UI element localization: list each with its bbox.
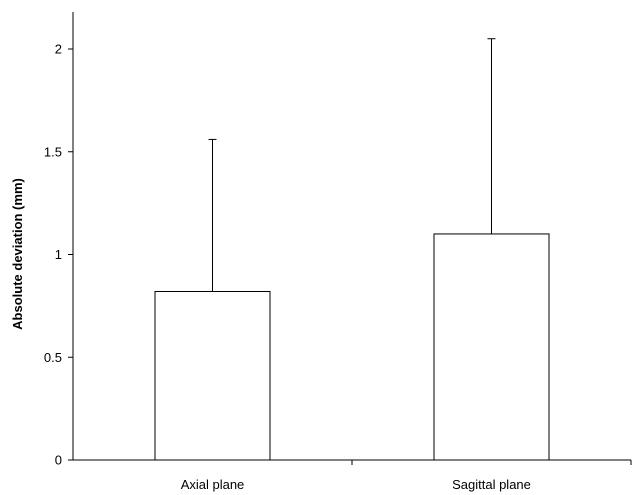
bars-layer (154, 38, 550, 461)
y-tick-label: 2 (55, 42, 62, 57)
y-tick-label: 1.5 (44, 144, 62, 159)
x-category-label: Axial plane (181, 477, 245, 492)
bar (433, 233, 550, 461)
y-tick-label: 0 (55, 453, 62, 468)
bar (154, 290, 271, 461)
y-axis-title: Absolute deviation (mm) (10, 178, 25, 330)
y-tick-label: 1 (55, 247, 62, 262)
y-tick-label: 0.5 (44, 350, 62, 365)
x-category-label: Sagittal plane (452, 477, 531, 492)
axes-layer: 0 0.5 1 1.5 2 Axial plane Sagittal plane (44, 12, 632, 492)
